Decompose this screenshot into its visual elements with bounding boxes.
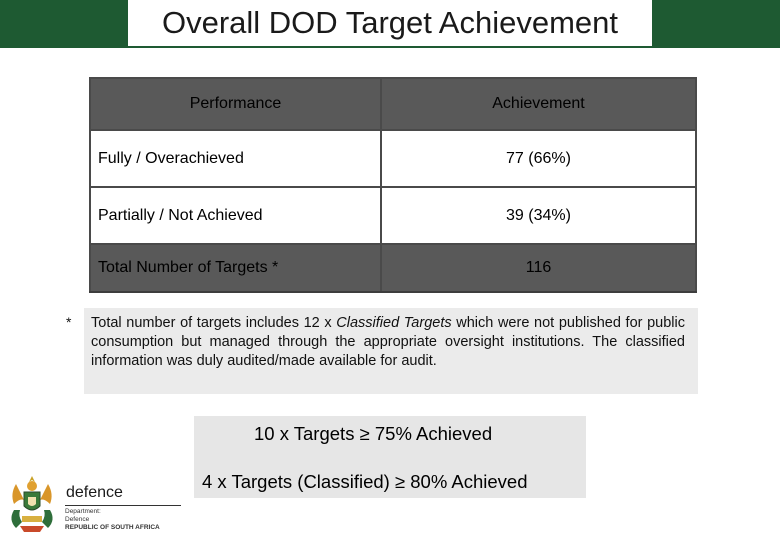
row-label-fully-overachieved: Fully / Overachieved — [89, 129, 382, 188]
table-row-total: Total Number of Targets * 116 — [89, 243, 697, 293]
footnote-box: Total number of targets includes 12 x Cl… — [84, 308, 698, 394]
logo-dept-line-1: Department: — [65, 508, 101, 515]
row-label-total-targets: Total Number of Targets * — [89, 243, 382, 293]
page-title: Overall DOD Target Achievement — [161, 5, 618, 40]
logo-dept-line-3: REPUBLIC OF SOUTH AFRICA — [65, 524, 160, 531]
column-header-performance: Performance — [89, 77, 382, 131]
logo-department-text: Department: Defence REPUBLIC OF SOUTH AF… — [65, 508, 160, 532]
footnote-text-start: Total number of targets includes 12 x — [91, 315, 337, 331]
column-header-achievement: Achievement — [380, 77, 697, 131]
table-row: Fully / Overachieved 77 (66%) — [89, 129, 697, 188]
summary-line-classified-targets: 4 x Targets (Classified) ≥ 80% Achieved — [202, 471, 528, 492]
row-value-total-targets: 116 — [380, 243, 697, 293]
summary-line-targets: 10 x Targets ≥ 75% Achieved — [254, 423, 493, 444]
defence-logo: defence Department: Defence REPUBLIC OF … — [6, 470, 186, 540]
logo-divider — [65, 505, 181, 506]
coat-of-arms-icon — [11, 476, 53, 532]
row-label-partially-not-achieved: Partially / Not Achieved — [89, 186, 382, 245]
table-row: Partially / Not Achieved 39 (34%) — [89, 186, 697, 245]
footnote-text: Total number of targets includes 12 x Cl… — [91, 314, 685, 371]
logo-wordmark: defence — [66, 484, 123, 501]
title-box: Overall DOD Target Achievement — [128, 0, 652, 46]
summary-box: 10 x Targets ≥ 75% Achieved 4 x Targets … — [194, 416, 586, 498]
footnote-text-italic: Classified Targets — [336, 315, 452, 331]
footnote-marker: * — [66, 314, 72, 330]
row-value-partially-not-achieved: 39 (34%) — [380, 186, 697, 245]
footnote-text-end: which were not published for public cons… — [91, 315, 685, 369]
row-value-fully-overachieved: 77 (66%) — [380, 129, 697, 188]
table-header-row: Performance Achievement — [89, 77, 697, 131]
performance-table: Performance Achievement Fully / Overachi… — [89, 77, 697, 293]
logo-dept-line-2: Defence — [65, 516, 90, 523]
